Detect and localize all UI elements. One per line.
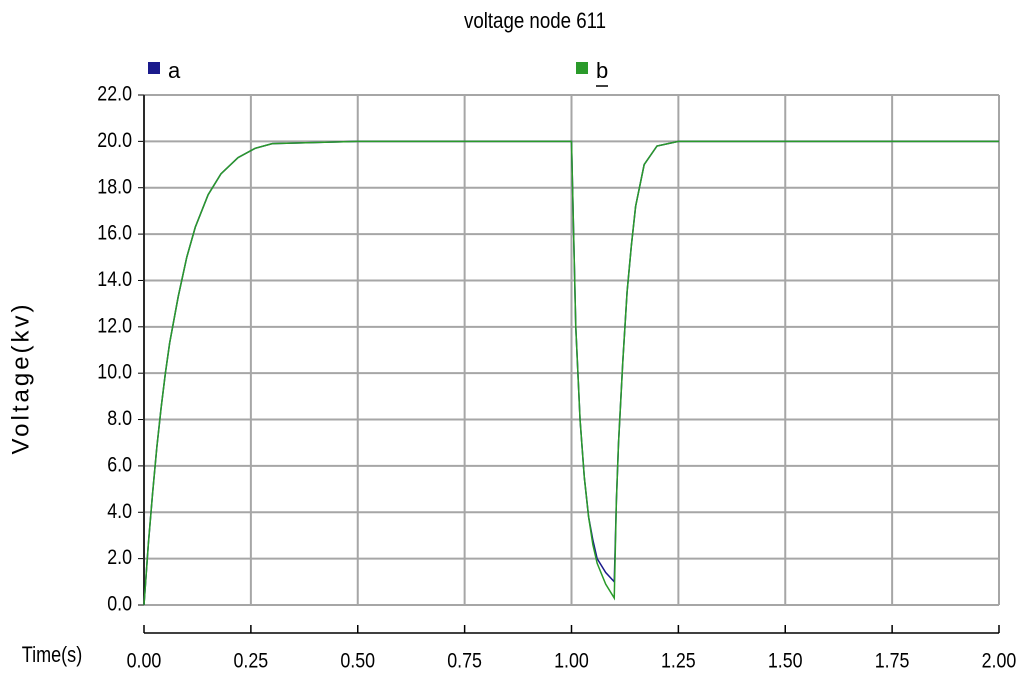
x-tick-label: 1.25 [661, 649, 696, 673]
legend-swatch [148, 62, 160, 74]
x-tick-label: 0.00 [127, 649, 162, 673]
y-tick-label: 0.0 [107, 592, 132, 616]
y-tick-label: 20.0 [97, 129, 132, 153]
y-tick-label: 12.0 [97, 314, 132, 338]
y-tick-label: 22.0 [97, 82, 132, 106]
x-tick-label: 2.00 [982, 649, 1017, 673]
series-line [143, 140, 999, 606]
x-tick-label: 0.25 [234, 649, 269, 673]
y-tick-label: 10.0 [97, 360, 132, 384]
y-tick-label: 18.0 [97, 175, 132, 199]
y-tick-label: 16.0 [97, 221, 132, 245]
x-tick-label: 0.50 [340, 649, 375, 673]
chart-title: voltage node 611 [464, 9, 606, 33]
y-tick-label: 6.0 [107, 453, 132, 477]
y-tick-label: 14.0 [97, 268, 132, 292]
x-tick-label: 1.50 [768, 649, 803, 673]
x-axis-label: Time(s) [22, 643, 82, 667]
x-tick-label: 1.75 [875, 649, 910, 673]
y-tick-label: 2.0 [107, 546, 132, 570]
x-tick-label: 1.00 [554, 649, 589, 673]
y-axis-label: Voltage(kv) [7, 301, 34, 454]
legend-label: b [596, 58, 608, 83]
legend-label: a [168, 58, 181, 83]
y-tick-label: 4.0 [107, 499, 132, 523]
legend-swatch [576, 62, 588, 74]
y-tick-label: 8.0 [107, 407, 132, 431]
x-tick-label: 0.75 [447, 649, 482, 673]
